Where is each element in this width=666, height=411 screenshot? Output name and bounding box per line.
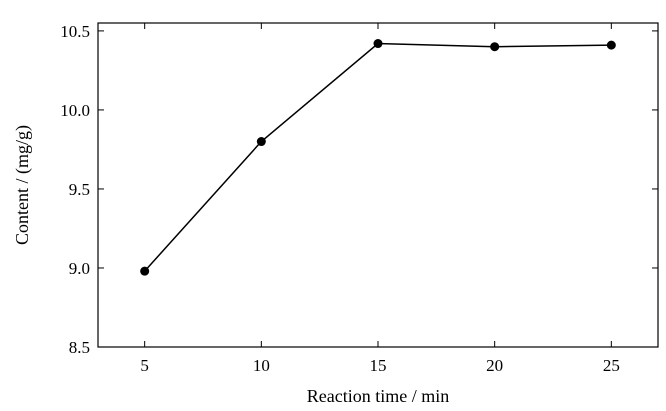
data-point [606,40,616,50]
x-axis-title: Reaction time / min [307,386,449,406]
data-point [490,42,500,52]
x-tick-label: 15 [370,356,387,375]
y-tick-label: 9.0 [69,259,90,278]
y-axis-title: Content / (mg/g) [12,125,33,245]
x-axis-ticks: 5 10 15 20 25 [140,23,620,375]
y-tick-label: 8.5 [69,338,90,357]
x-tick-label: 25 [603,356,620,375]
y-tick-label: 10.0 [60,101,90,120]
data-point [256,137,266,147]
x-tick-label: 20 [486,356,503,375]
data-point [373,39,383,49]
series-layer [140,39,616,276]
x-tick-label: 5 [140,356,149,375]
data-point [140,266,150,276]
y-tick-label: 10.5 [60,22,90,41]
y-axis-ticks: 8.5 9.0 9.5 10.0 10.5 [60,22,658,357]
x-tick-label: 10 [253,356,270,375]
plot-frame [97,22,659,348]
series-line [144,42,612,272]
y-tick-label: 9.5 [69,180,90,199]
